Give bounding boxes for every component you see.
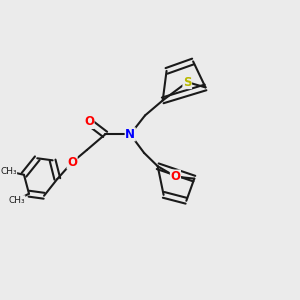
Text: S: S (183, 76, 191, 88)
Text: O: O (84, 116, 94, 128)
Text: N: N (125, 128, 135, 141)
Text: CH₃: CH₃ (8, 196, 25, 205)
Text: O: O (170, 170, 180, 183)
Text: O: O (67, 156, 77, 169)
Text: CH₃: CH₃ (0, 167, 16, 176)
